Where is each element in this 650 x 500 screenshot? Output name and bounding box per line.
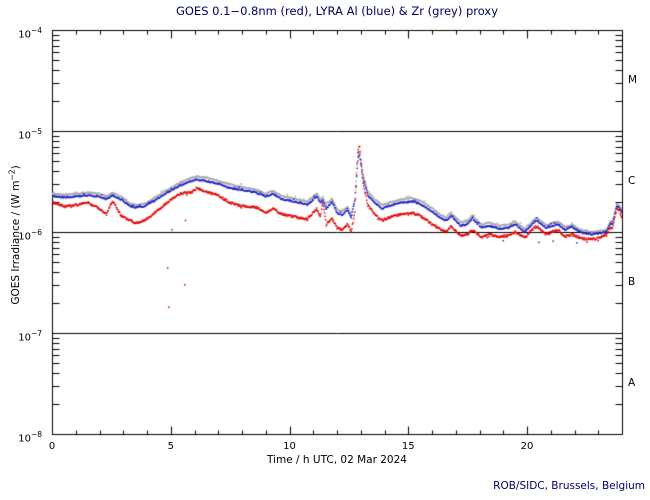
- x-tick-20: 20: [520, 441, 534, 452]
- x-axis-label: Time / h UTC, 02 Mar 2024: [267, 454, 407, 466]
- y-tick-1e-7: 10−7: [18, 329, 42, 344]
- y-tick-1e-6: 10−6: [18, 228, 42, 243]
- y-tick-1e-4: 10−4: [18, 26, 42, 41]
- y-axis-label-suffix: ): [9, 165, 22, 170]
- x-tick-10: 10: [283, 441, 296, 452]
- flare-class-a: A: [628, 377, 636, 389]
- flare-class-b: B: [628, 276, 636, 288]
- y-tick-1e-5: 10−5: [18, 127, 42, 142]
- flare-class-m: M: [628, 74, 638, 86]
- credit-text: ROB/SIDC, Brussels, Belgium: [493, 480, 645, 492]
- y-tick-1e-8: 10−8: [18, 430, 42, 445]
- y-axis-label-exponent: −2: [7, 169, 17, 181]
- plot-title: GOES 0.1−0.8nm (red), LYRA Al (blue) & Z…: [175, 4, 499, 18]
- flare-class-c: C: [628, 175, 636, 187]
- x-tick-15: 15: [401, 441, 415, 452]
- x-tick-0: 0: [48, 441, 56, 452]
- x-tick-5: 5: [167, 441, 174, 452]
